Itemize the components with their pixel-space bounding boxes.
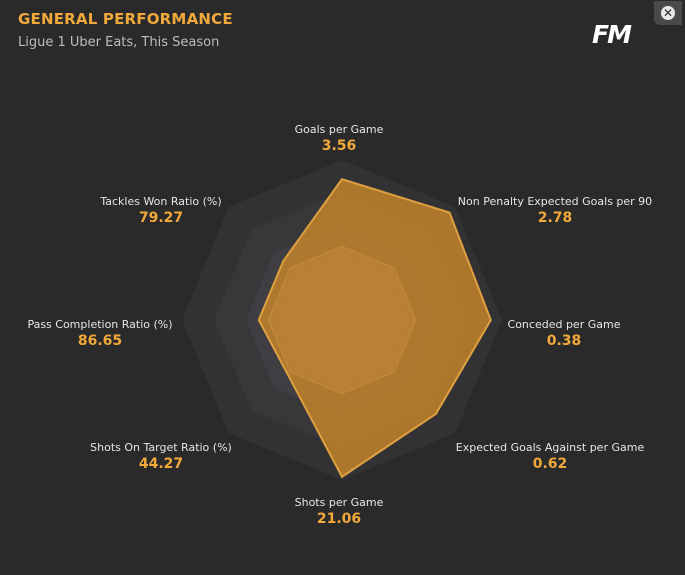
panel-title: GENERAL PERFORMANCE	[18, 10, 233, 28]
metric-value: 2.78	[537, 210, 573, 226]
metric-npxg-per-90: Non Penalty Expected Goals per 90 2.78	[455, 195, 655, 226]
metric-pass-completion-ratio: Pass Completion Ratio (%) 86.65	[20, 318, 180, 349]
metric-value: 0.62	[532, 456, 568, 472]
metric-tackles-won-ratio: Tackles Won Ratio (%) 79.27	[90, 195, 232, 226]
fm-logo: FM	[592, 20, 632, 49]
panel-subtitle: Ligue 1 Uber Eats, This Season	[18, 35, 220, 50]
metric-label: Tackles Won Ratio (%)	[100, 195, 222, 208]
close-icon: ✕	[661, 6, 675, 20]
metric-label: Expected Goals Against per Game	[455, 441, 645, 454]
metric-label: Goals per Game	[294, 123, 384, 136]
team-polygon	[257, 178, 492, 479]
metric-label: Conceded per Game	[507, 318, 621, 331]
metric-conceded-per-game: Conceded per Game 0.38	[500, 318, 628, 349]
metric-value: 3.56	[321, 138, 357, 154]
metric-label: Non Penalty Expected Goals per 90	[457, 195, 653, 208]
metric-value: 0.38	[546, 333, 582, 349]
metric-label: Pass Completion Ratio (%)	[27, 318, 173, 331]
metric-label: Shots per Game	[294, 496, 384, 509]
metric-value: 86.65	[77, 333, 123, 349]
metric-xga-per-game: Expected Goals Against per Game 0.62	[452, 441, 648, 472]
metric-label: Shots On Target Ratio (%)	[90, 441, 232, 454]
metric-value: 79.27	[138, 210, 184, 226]
metric-shots-on-target-ratio: Shots On Target Ratio (%) 44.27	[76, 441, 246, 472]
close-button[interactable]: ✕	[654, 1, 682, 25]
metric-shots-per-game: Shots per Game 21.06	[284, 496, 394, 527]
metric-goals-per-game: Goals per Game 3.56	[284, 123, 394, 154]
metric-value: 21.06	[316, 511, 362, 527]
metric-value: 44.27	[138, 456, 184, 472]
